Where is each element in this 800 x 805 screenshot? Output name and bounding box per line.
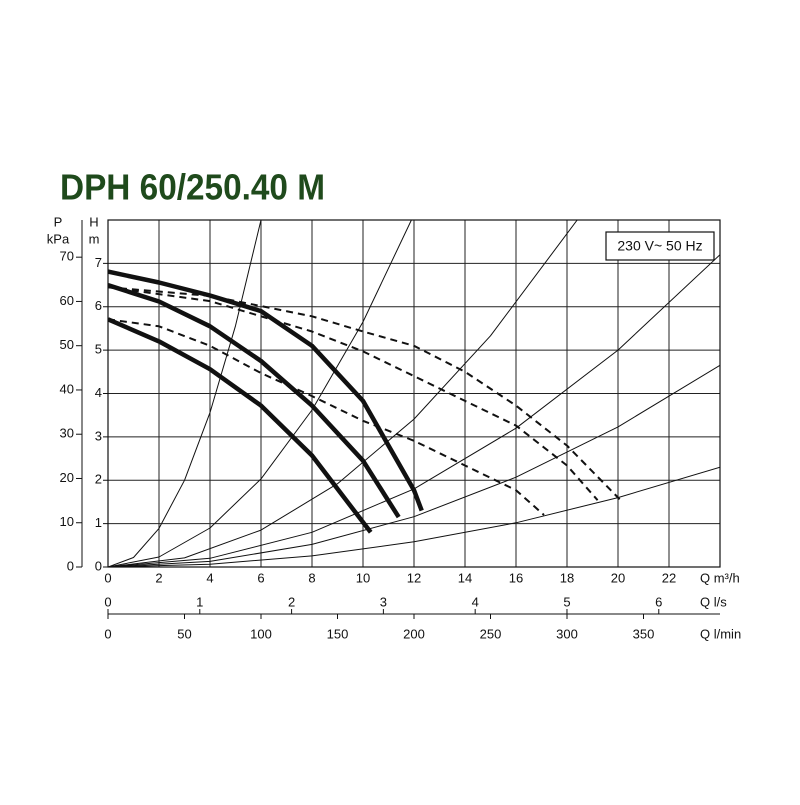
y2-tick-label: 30 <box>60 426 74 441</box>
secondary-x-tick-label: 150 <box>327 626 349 641</box>
y-tick-label: 5 <box>95 342 102 357</box>
curve-thin <box>108 220 412 567</box>
y-tick-label: 4 <box>95 385 102 400</box>
x-tick-label: 4 <box>206 570 213 585</box>
curve-solid <box>108 269 424 512</box>
y2-label: P <box>54 214 63 229</box>
y-label: H <box>89 214 98 229</box>
annotation: 230 V~ 50 Hz <box>617 238 702 254</box>
secondary-x-axis-label: Q l/s <box>700 594 727 609</box>
y-tick-label: 7 <box>95 255 102 270</box>
x-axis-label: Q m³/h <box>700 570 740 585</box>
curve-thin <box>108 364 720 567</box>
y2-tick-label: 0 <box>67 558 74 573</box>
x-tick-label: 22 <box>662 570 676 585</box>
y2-tick-label: 70 <box>60 249 74 264</box>
y2-tick-label: 10 <box>60 514 74 529</box>
y-tick-label: 2 <box>95 472 102 487</box>
secondary-x-tick-label: 50 <box>177 626 191 641</box>
secondary-x-tick-label: 4 <box>472 594 479 609</box>
x-tick-label: 10 <box>356 570 370 585</box>
secondary-x-axis-label: Q l/min <box>700 626 741 641</box>
secondary-x-tick-label: 0 <box>104 626 111 641</box>
x-tick-label: 6 <box>257 570 264 585</box>
y2-tick-label: 50 <box>60 337 74 352</box>
secondary-x-tick-label: 3 <box>380 594 387 609</box>
y-unit: m <box>89 231 100 246</box>
y2-tick-label: 40 <box>60 381 74 396</box>
x-tick-label: 20 <box>611 570 625 585</box>
secondary-x-tick-label: 1 <box>196 594 203 609</box>
chart-title: DPH 60/250.40 M <box>60 167 325 208</box>
x-tick-label: 18 <box>560 570 574 585</box>
secondary-x-tick-label: 2 <box>288 594 295 609</box>
secondary-x-tick-label: 0 <box>104 594 111 609</box>
curve-dashed <box>108 318 545 516</box>
x-tick-label: 14 <box>458 570 472 585</box>
y2-unit: kPa <box>47 231 70 246</box>
y-tick-label: 0 <box>95 558 102 573</box>
secondary-x-tick-label: 350 <box>633 626 655 641</box>
y2-tick-label: 60 <box>60 293 74 308</box>
y2-tick-label: 20 <box>60 470 74 485</box>
x-tick-label: 12 <box>407 570 421 585</box>
secondary-x-tick-label: 6 <box>655 594 662 609</box>
curve-dashed <box>108 286 599 501</box>
x-tick-label: 2 <box>155 570 162 585</box>
y-tick-label: 3 <box>95 428 102 443</box>
curve-thin <box>108 220 578 567</box>
secondary-x-tick-label: 250 <box>480 626 502 641</box>
x-tick-label: 16 <box>509 570 523 585</box>
x-tick-label: 0 <box>104 570 111 585</box>
curve-solid <box>108 282 401 519</box>
secondary-x-tick-label: 300 <box>556 626 578 641</box>
y-tick-label: 6 <box>95 298 102 313</box>
curve-dashed <box>108 286 622 501</box>
secondary-x-tick-label: 100 <box>250 626 272 641</box>
curve-thin <box>108 220 262 567</box>
y-tick-label: 1 <box>95 515 102 530</box>
curve-solid <box>108 317 373 534</box>
secondary-x-tick-label: 5 <box>563 594 570 609</box>
x-tick-label: 8 <box>308 570 315 585</box>
secondary-x-tick-label: 200 <box>403 626 425 641</box>
annotation-box <box>605 231 715 261</box>
